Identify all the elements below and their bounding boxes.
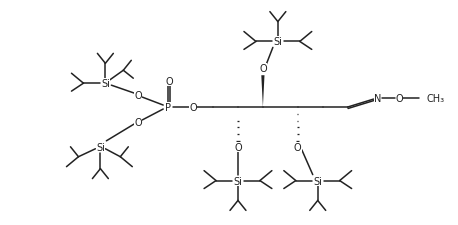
Text: O: O — [234, 142, 242, 152]
Text: O: O — [135, 117, 142, 127]
Text: Si: Si — [96, 142, 105, 152]
Text: Si: Si — [234, 176, 242, 186]
Text: O: O — [396, 94, 403, 104]
Polygon shape — [262, 76, 264, 108]
Text: O: O — [135, 91, 142, 101]
Text: N: N — [374, 94, 381, 104]
Text: Si: Si — [313, 176, 322, 186]
Text: P: P — [165, 103, 171, 112]
Text: Si: Si — [101, 79, 110, 89]
Text: Si: Si — [273, 37, 282, 47]
Text: O: O — [259, 64, 267, 74]
Text: CH₃: CH₃ — [426, 94, 445, 104]
Text: O: O — [189, 103, 197, 112]
Text: O: O — [165, 77, 173, 87]
Text: O: O — [294, 142, 302, 152]
